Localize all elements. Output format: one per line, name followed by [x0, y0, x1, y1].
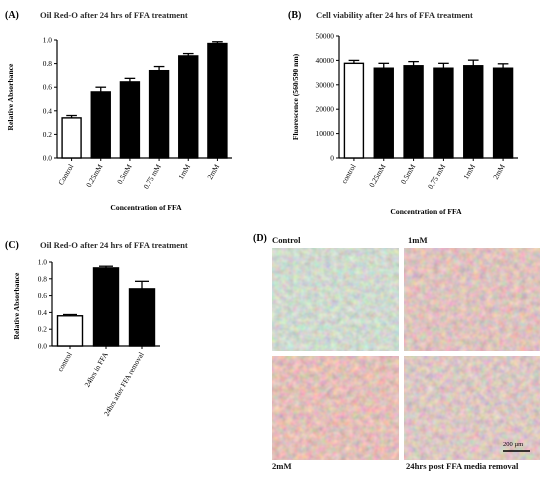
panel-c-y-label: Relative Absorbance [12, 272, 21, 339]
panel-a-label: (A) [5, 10, 19, 21]
panel-a-x-tick-label: 2mM [205, 162, 221, 181]
panel-a-bar [61, 117, 82, 159]
panel-b-plot: 0 10000 20000 30000 40000 50000 control 0.25mM 0… [316, 32, 518, 190]
micrograph-post-removal [404, 356, 540, 460]
micrograph-control [272, 248, 399, 351]
panel-b-bar [373, 67, 394, 159]
panel-b-y-label: Fluorescence (560/590 nm) [291, 53, 300, 140]
panel-b-bar [403, 65, 424, 159]
panel-a-plot: 0.0 0.2 0.4 0.6 0.8 1.0 Control 0.25mM 0.5mM 0.75… [43, 36, 232, 190]
panel-b-x-label: Concentration of FFA [390, 207, 462, 216]
micrograph-1mm [404, 248, 540, 351]
panel-b-bar [433, 67, 454, 159]
panel-a-bar [90, 91, 111, 159]
micrograph-2mm [272, 356, 399, 460]
panel-c-x-tick-label: 24hrs in FFA [82, 350, 110, 389]
panel-b-label: (B) [288, 10, 301, 21]
panel-b-y-tick-label: 0 [330, 154, 334, 163]
panel-b-title: Cell viability after 24 hrs of FFA treat… [316, 10, 473, 20]
scale-bar-label: 200 µm [503, 441, 523, 448]
panel-b-x-tick-label: 2mM [491, 162, 507, 181]
panel-b-y-tick-label: 50000 [316, 32, 335, 41]
panel-a-x-tick-label: 0.5mM [115, 162, 134, 186]
panel-a-bar [178, 55, 199, 159]
panel-c-bar [56, 315, 84, 347]
panel-b: (B) Cell viability after 24 hrs of FFA t… [288, 10, 518, 216]
panel-b-y-tick-label: 30000 [316, 80, 335, 89]
panel-a-x-label: Concentration of FFA [110, 203, 182, 212]
panel-a-title: Oil Red-O after 24 hrs of FFA treatment [40, 10, 188, 20]
micrograph-label-post-removal: 24hrs post FFA media removal [406, 461, 519, 471]
panel-b-bar [463, 65, 484, 159]
panel-a-y-tick-label: 0.0 [43, 154, 53, 163]
panel-c-bar [92, 267, 120, 347]
panel-a-y-tick-label: 0.6 [43, 83, 53, 92]
panel-c-bar [128, 288, 156, 347]
panel-b-bar [492, 67, 514, 159]
panel-c-title: Oil Red-O after 24 hrs of FFA treatment [40, 240, 188, 250]
micrograph-label-1mm: 1mM [408, 235, 428, 245]
panel-b-y-tick-label: 40000 [316, 56, 335, 65]
panel-b-x-tick-label: 1mM [461, 162, 477, 181]
panel-a-y-tick-label: 0.8 [43, 59, 53, 68]
panel-c-y-tick-label: 0.2 [38, 325, 48, 334]
panel-a: (A) Oil Red-O after 24 hrs of FFA treatm… [5, 10, 232, 212]
panel-c-label: (C) [5, 240, 19, 251]
panel-c-x-tick-label: control [55, 351, 73, 374]
panel-c-y-tick-label: 0.8 [38, 274, 48, 283]
panel-a-y-tick-label: 1.0 [43, 36, 53, 45]
panel-b-x-tick-label: 0.5mM [399, 162, 418, 186]
panel-c-plot: 0.0 0.2 0.4 0.6 0.8 1.0 control 24hrs in FFA24h… [38, 258, 160, 418]
panel-c-y-tick-label: 0.0 [38, 342, 48, 351]
panel-a-x-tick-label: Control [56, 163, 75, 187]
panel-b-x-tick-label: 0.75 mM [426, 162, 448, 190]
micrograph-label-control: Control [272, 235, 301, 245]
panel-b-y-tick-label: 10000 [316, 129, 335, 138]
panel-b-y-tick-label: 20000 [316, 105, 335, 114]
panel-d-label: (D) [253, 233, 267, 244]
panel-a-bar [148, 69, 170, 159]
panel-a-x-tick-label: 0.75 mM [141, 162, 163, 190]
panel-c-y-tick-label: 0.6 [38, 291, 48, 300]
panel-a-y-tick-label: 0.2 [43, 130, 53, 139]
panel-c-x-tick-label: 24hrs after FFA removal [102, 351, 146, 418]
panel-c: (C) Oil Red-O after 24 hrs of FFA treatm… [5, 240, 188, 418]
panel-a-x-tick-label: 1mM [176, 162, 192, 181]
panel-b-bar [343, 62, 365, 159]
panel-b-x-tick-label: 0.25mM [367, 162, 388, 189]
panel-b-x-tick-label: control [339, 163, 357, 186]
panel-c-y-tick-label: 0.4 [38, 308, 48, 317]
panel-a-y-tick-label: 0.4 [43, 106, 53, 115]
panel-a-y-label: Relative Absorbance [6, 63, 15, 130]
panel-a-x-tick-label: 0.25mM [84, 162, 105, 189]
micrograph-label-2mm: 2mM [272, 461, 292, 471]
panel-a-bar [119, 81, 141, 159]
panel-d: (D) Control 1mM 2mM 24hrs post FFA media… [253, 233, 540, 471]
panel-a-bar [207, 42, 228, 159]
panel-c-y-tick-label: 1.0 [38, 258, 48, 267]
